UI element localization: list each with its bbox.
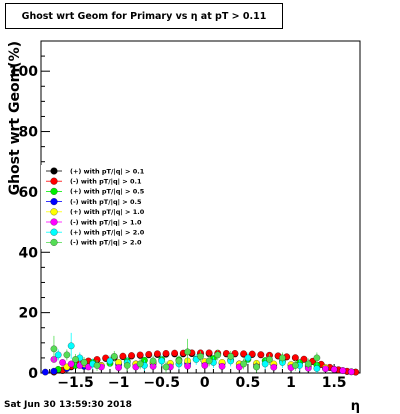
- legend-entry: (-) with pT/|q| > 1.0: [70, 218, 142, 227]
- legend-marker: [50, 238, 58, 246]
- data-marks: [41, 332, 360, 376]
- data-point: [201, 362, 209, 369]
- data-point: [154, 350, 161, 358]
- y-tick-label: 100: [9, 64, 38, 80]
- data-point: [162, 363, 170, 371]
- data-point: [244, 354, 252, 362]
- data-point: [322, 365, 329, 373]
- data-point: [330, 366, 338, 373]
- data-point: [149, 357, 157, 365]
- data-point: [162, 350, 170, 357]
- data-point: [304, 360, 312, 368]
- data-point: [110, 353, 118, 360]
- data-point: [266, 356, 273, 363]
- data-point: [158, 357, 166, 365]
- data-point: [240, 350, 247, 358]
- x-axis-label: η: [351, 399, 360, 414]
- legend-entry: (+) with pT/|q| > 0.1: [70, 167, 145, 176]
- timestamp: Sat Jun 30 13:59:30 2018: [4, 400, 132, 410]
- data-point: [145, 350, 153, 358]
- y-axis-label: Ghost wrt Geom(%): [7, 41, 23, 195]
- data-point: [93, 362, 101, 369]
- data-point: [313, 365, 321, 372]
- data-point: [205, 349, 213, 357]
- legend-marker: [50, 177, 58, 185]
- data-point: [106, 357, 114, 365]
- x-tick-label: 0.5: [236, 375, 261, 391]
- data-point: [115, 364, 122, 371]
- data-point: [300, 355, 308, 363]
- x-tick-label: −1: [108, 375, 129, 391]
- data-point: [279, 354, 286, 362]
- data-point: [128, 352, 135, 359]
- data-point: [339, 367, 347, 374]
- legend-entry: (+) with pT/|q| > 1.0: [70, 208, 145, 217]
- data-point: [348, 368, 355, 376]
- x-tick-label: −0.5: [143, 375, 180, 391]
- x-tick-label: −1.5: [57, 375, 94, 391]
- data-point: [227, 353, 235, 360]
- x-tick-labels: −1.5 −1 −0.5 0 0.5 1 1.5: [57, 375, 346, 391]
- data-point: [50, 345, 58, 353]
- data-point: [261, 360, 269, 368]
- series-6: [50, 356, 355, 376]
- data-point: [184, 348, 191, 356]
- legend-marker: [50, 208, 58, 216]
- data-point: [72, 356, 79, 363]
- x-tick-label: 0: [200, 375, 210, 391]
- data-point: [67, 342, 75, 350]
- data-point: [171, 349, 178, 357]
- series-8: [50, 335, 321, 373]
- legend-entry: (-) with pT/|q| > 0.5: [70, 198, 142, 207]
- data-point: [257, 351, 265, 358]
- legend-entry: (+) with pT/|q| > 2.0: [70, 229, 145, 238]
- data-point: [214, 351, 222, 359]
- data-point: [270, 363, 278, 371]
- data-point: [123, 362, 131, 369]
- legend-marker: [50, 187, 58, 195]
- legend-entry: (+) with pT/|q| > 0.5: [70, 188, 145, 197]
- legend: (+) with pT/|q| > 0.1 (-) with pT/|q| > 0…: [41, 165, 160, 249]
- y-tick-label: 0: [28, 366, 38, 382]
- data-point: [175, 357, 183, 365]
- data-point: [50, 367, 58, 375]
- data-point: [197, 353, 204, 360]
- data-point: [240, 360, 247, 368]
- data-point: [63, 351, 71, 359]
- data-point: [80, 359, 88, 366]
- y-tick-label: 80: [19, 125, 39, 141]
- legend-entry: (-) with pT/|q| > 2.0: [70, 239, 142, 248]
- data-point: [136, 360, 144, 368]
- chart-title: Ghost wrt Geom for Primary vs η at pT > …: [5, 3, 283, 29]
- legend-marker: [50, 218, 58, 226]
- data-point: [67, 360, 75, 368]
- data-point: [205, 357, 213, 365]
- data-point: [136, 351, 144, 359]
- legend-box: [41, 165, 160, 249]
- data-point: [41, 368, 49, 376]
- data-point: [313, 354, 321, 362]
- legend-marker: [50, 228, 58, 236]
- y-tick-labels: 0 20 40 60 80 100: [9, 64, 38, 382]
- data-point: [292, 354, 299, 361]
- y-tick-label: 40: [19, 245, 39, 261]
- y-tick-label: 60: [19, 185, 39, 201]
- x-tick-label: 1: [286, 375, 296, 391]
- data-point: [248, 350, 256, 358]
- data-point: [292, 362, 299, 369]
- legend-entry: (-) with pT/|q| > 0.1: [70, 178, 142, 187]
- data-point: [54, 351, 62, 359]
- legend-marker: [50, 167, 58, 175]
- data-point: [119, 352, 127, 360]
- data-point: [218, 363, 226, 370]
- data-point: [59, 359, 66, 366]
- legend-marker: [50, 198, 58, 206]
- y-tick-label: 20: [19, 306, 39, 322]
- data-point: [253, 363, 260, 371]
- x-tick-label: 1.5: [322, 375, 347, 391]
